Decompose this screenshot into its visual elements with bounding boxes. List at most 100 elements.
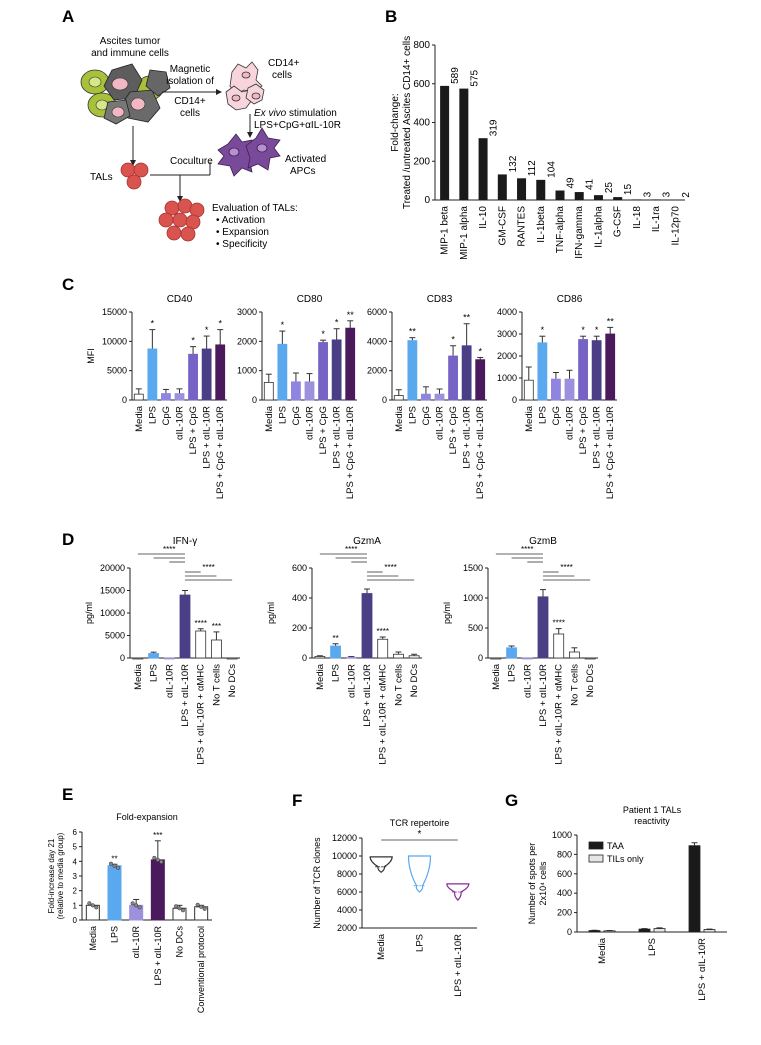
y-tick-label: 600 bbox=[413, 79, 430, 90]
bar-lps bbox=[537, 342, 548, 401]
x-tick-label-lps-il-10r-mhc: LPS + αIL-10R + αMHC bbox=[378, 664, 389, 765]
bar-no-t-cells bbox=[393, 653, 404, 659]
replicate-dot bbox=[180, 908, 186, 913]
bar-no-dcs bbox=[226, 657, 238, 660]
chart-title: GzmB bbox=[529, 536, 557, 547]
chart-title: Patient 1 TALs bbox=[623, 805, 682, 815]
bar-lps-il-10r bbox=[591, 340, 602, 401]
value-label-ifn-gamma: 41 bbox=[585, 178, 596, 190]
y-tick-label: 1 bbox=[73, 901, 78, 910]
y-tick-label: 0 bbox=[424, 195, 430, 206]
x-tick-label-media: Media bbox=[264, 405, 275, 432]
value-label-il-12p70: 2 bbox=[681, 192, 692, 198]
replicate-dot bbox=[108, 861, 114, 866]
y-tick-label: 0 bbox=[252, 395, 257, 405]
y-axis-label: Number of TCR clones bbox=[312, 837, 322, 929]
bar-media bbox=[393, 395, 404, 401]
sig-star: * bbox=[205, 325, 209, 335]
y-axis-label: Fold-change: bbox=[390, 93, 401, 151]
y-axis-label: pg/ml bbox=[442, 602, 452, 624]
bar-lps-cpg bbox=[188, 353, 198, 401]
sig-star: **** bbox=[376, 627, 388, 636]
x-tick-label-lps-cpg-il-10r: LPS + CpG + αIL-10R bbox=[215, 406, 226, 499]
legend-swatch-taa bbox=[588, 841, 604, 850]
sig-star: * bbox=[478, 346, 482, 356]
violin-lps bbox=[407, 855, 432, 893]
x-tick-label-lps: LPS bbox=[149, 664, 160, 682]
bar-lps-il-10r bbox=[179, 594, 191, 659]
bar-lps-il-10r-mhc bbox=[195, 630, 207, 659]
bar-il-10r bbox=[434, 393, 445, 401]
y-tick-label: 12000 bbox=[332, 833, 357, 843]
y-tick-label: 1000 bbox=[463, 593, 483, 603]
bar-ifn-gamma bbox=[574, 192, 584, 200]
bar-mip-1-alpha bbox=[459, 88, 469, 200]
x-tick-label-lps: LPS bbox=[147, 406, 158, 424]
value-label-rantes: 112 bbox=[527, 160, 538, 176]
y-tick-label: 200 bbox=[413, 156, 430, 167]
y-tick-label: 2000 bbox=[237, 336, 257, 346]
y-tick-label: 1000 bbox=[552, 830, 572, 840]
replicate-dot bbox=[199, 904, 204, 909]
bar-lps-il-10r bbox=[461, 345, 472, 401]
x-tick-label-gm-csf: GM-CSF bbox=[497, 206, 508, 245]
bar-lps-cpg-il-10r bbox=[345, 327, 356, 401]
x-tick-label-media: Media bbox=[491, 663, 502, 690]
ascites-label-2: and immune cells bbox=[91, 48, 169, 59]
bar-il-10 bbox=[478, 138, 488, 200]
x-tick-label-lps-il-10r: LPS + αIL-10R bbox=[153, 925, 163, 985]
sig-star: * bbox=[321, 329, 325, 339]
bar-lps bbox=[506, 647, 517, 659]
bar-tils-only-lps-il-10r bbox=[703, 929, 716, 933]
x-tick-label-il-10r: αIL-10R bbox=[522, 664, 533, 698]
x-tick-label-media: Media bbox=[134, 405, 145, 432]
chart-title: CD86 bbox=[557, 294, 583, 305]
y-tick-label: 15000 bbox=[102, 307, 127, 317]
y-tick-label: 0 bbox=[302, 653, 307, 663]
replicate-dot bbox=[152, 855, 157, 860]
x-tick-label-lps-cpg-il-10r: LPS + CpG + αIL-10R bbox=[475, 406, 486, 499]
chart-cd40: 0 5000 10000 15000 CD40 MFI * * * * Media LPS CpG αIL… bbox=[86, 294, 227, 499]
legend-swatch-tils-only bbox=[588, 854, 604, 863]
y-tick-label: 4000 bbox=[337, 905, 357, 915]
bar-mip-1-beta bbox=[440, 85, 450, 200]
bar-tnf-alpha bbox=[555, 190, 565, 200]
sig-star: * bbox=[451, 335, 455, 345]
bar-lps bbox=[330, 645, 341, 659]
sig-star: ** bbox=[463, 313, 471, 323]
y-axis-label: Fold-increase day 21 bbox=[47, 838, 56, 913]
x-tick-label-il-10r: αIL-10R bbox=[565, 406, 576, 440]
stim-label: LPS+CpG+αIL-10R bbox=[254, 120, 341, 131]
bar-lps bbox=[277, 343, 288, 401]
replicate-dot bbox=[94, 905, 99, 910]
chart-title: TCR repertoire bbox=[390, 818, 450, 828]
y-tick-label: 3000 bbox=[237, 307, 257, 317]
y-tick-label: 800 bbox=[413, 40, 430, 51]
exvivo-label: Ex vivo stimulation bbox=[254, 108, 337, 119]
bar-cpg bbox=[551, 378, 561, 401]
y-axis-label-2: 2x10⁴ cells bbox=[538, 861, 548, 905]
cd14-label: CD14+ bbox=[268, 58, 300, 69]
y-tick-label: 4 bbox=[73, 857, 78, 866]
y-tick-label: 10000 bbox=[102, 336, 127, 346]
chart-title: Fold-expansion bbox=[116, 812, 178, 822]
tals-cells bbox=[120, 162, 149, 190]
y-tick-label: 600 bbox=[557, 869, 572, 879]
eval-title: Evaluation of TALs: bbox=[212, 203, 298, 214]
x-tick-label-cpg: CpG bbox=[551, 406, 562, 426]
sig-star: * bbox=[581, 325, 585, 335]
bar-il-10r bbox=[174, 393, 185, 401]
bar-lps-il-10r bbox=[201, 348, 212, 401]
x-tick-label-mip-1-alpha: MIP-1 alpha bbox=[459, 206, 470, 260]
bar-taa-lps-il-10r bbox=[688, 845, 701, 933]
bar-no-t-cells bbox=[211, 639, 222, 659]
bar-lps-cpg-il-10r bbox=[475, 359, 486, 401]
y-tick-label: 0 bbox=[478, 653, 483, 663]
panel-label-b: B bbox=[385, 7, 397, 26]
cd14-label-2: cells bbox=[272, 70, 292, 81]
y-tick-label: 10000 bbox=[332, 851, 357, 861]
y-tick-label: 8000 bbox=[337, 869, 357, 879]
sig-star: **** bbox=[552, 619, 564, 628]
bar-cpg bbox=[421, 393, 431, 401]
